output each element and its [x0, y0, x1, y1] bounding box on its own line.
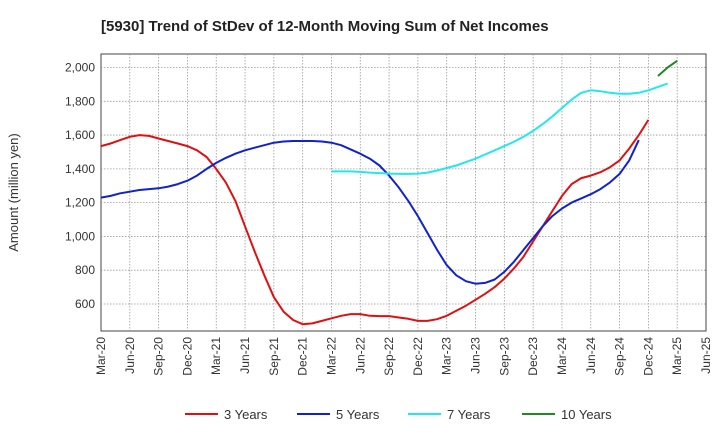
x-tick-label: Dec-24: [641, 337, 655, 376]
x-tick-label: Mar-25: [670, 337, 684, 375]
x-tick-label: Jun-20: [123, 337, 137, 374]
x-tick-label: Sep-21: [267, 337, 281, 376]
x-tick-label: Mar-22: [324, 337, 338, 375]
y-tick-label: 1,800: [65, 94, 95, 108]
x-tick-label: Sep-22: [382, 337, 396, 376]
x-tick-label: Dec-21: [296, 337, 310, 376]
y-tick-label: 1,200: [65, 196, 95, 210]
x-tick-label: Mar-23: [440, 337, 454, 375]
legend-label: 7 Years: [447, 407, 491, 422]
x-tick-label: Jun-24: [584, 337, 598, 374]
x-tick-label: Jun-23: [469, 337, 483, 374]
series-line-3-years: [100, 119, 650, 326]
legend-label: 5 Years: [336, 407, 380, 422]
x-tick-label: Sep-20: [152, 337, 166, 376]
x-tick-label: Sep-24: [613, 337, 627, 376]
plot-area: 600 800 1,000 1,200 1,400 1,600 1,800 2,000 Mar-…: [65, 53, 713, 376]
x-tick-label: Dec-23: [526, 337, 540, 376]
x-tick-label: Dec-20: [180, 337, 194, 376]
legend: 3 Years 5 Years 7 Years 10 Years: [185, 407, 612, 422]
x-tick-label: Mar-20: [94, 337, 108, 375]
series-line-5-years: [100, 139, 640, 285]
x-tick-label: Dec-22: [411, 337, 425, 376]
x-tick-label: Sep-23: [497, 337, 511, 376]
y-tick-label: 1,400: [65, 162, 95, 176]
x-tick-label: Mar-24: [555, 337, 569, 375]
y-tick-label: 2,000: [65, 61, 95, 75]
series-line-10-years: [657, 59, 678, 77]
y-tick-label: 1,600: [65, 128, 95, 142]
x-tick-label: Jun-25: [699, 337, 713, 374]
y-tick-label: 600: [75, 297, 95, 311]
series-line-7-years: [331, 82, 668, 175]
legend-label: 10 Years: [561, 407, 612, 422]
x-tick-label: Mar-21: [209, 337, 223, 375]
chart-title: [5930] Trend of StDev of 12-Month Moving…: [101, 18, 549, 35]
x-tick-label: Jun-21: [238, 337, 252, 374]
y-tick-label: 1,000: [65, 229, 95, 243]
legend-label: 3 Years: [224, 407, 268, 422]
y-axis-label: Amount (million yen): [6, 133, 21, 252]
x-tick-label: Jun-22: [353, 337, 367, 374]
y-tick-label: 800: [75, 263, 95, 277]
